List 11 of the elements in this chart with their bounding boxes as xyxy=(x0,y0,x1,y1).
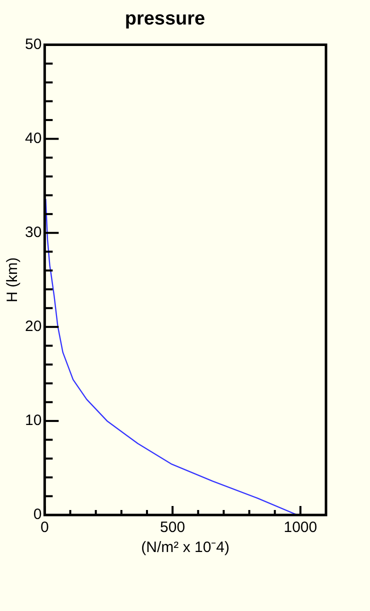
y-tick-label: 40 xyxy=(24,130,42,147)
y-tick-label: 30 xyxy=(24,224,42,242)
y-tick-label: 50 xyxy=(24,36,42,53)
y-tick-label: 20 xyxy=(24,318,42,336)
x-axis-title: (N/m² x 10⁻4) xyxy=(141,539,230,556)
y-tick-label: 0 xyxy=(33,506,42,524)
y-axis-title: H (km) xyxy=(4,257,22,302)
x-tick-label: 1000 xyxy=(284,519,318,536)
chart-title: pressure xyxy=(124,8,206,30)
y-tick-label: 10 xyxy=(24,412,42,430)
x-tick-label: 500 xyxy=(160,519,186,536)
